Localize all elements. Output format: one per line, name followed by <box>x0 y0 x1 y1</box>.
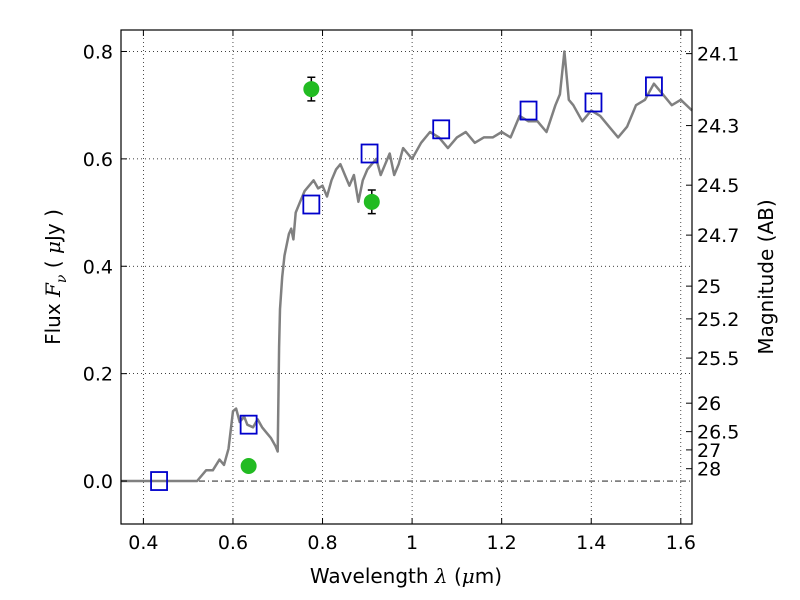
magnitude-tick-label: 25.2 <box>697 309 739 331</box>
x-tick-label: 1.2 <box>487 532 517 554</box>
spectrum-line <box>121 50 693 483</box>
model-photometry-point <box>150 471 168 491</box>
x-axis-label: Wavelength λ (μm) <box>310 564 502 588</box>
magnitude-tick-label: 24.7 <box>697 225 739 247</box>
magnitude-tick-label: 24.1 <box>697 44 739 66</box>
grid-lines <box>121 30 692 524</box>
model-photometry-point <box>360 143 379 164</box>
observed-photometry-point <box>363 193 380 210</box>
magnitude-tick-label: 25.5 <box>697 348 739 370</box>
x-tick-label: 0.8 <box>307 532 337 554</box>
magnitude-tick-label: 24.5 <box>697 175 739 197</box>
observed-photometry-point <box>240 458 257 475</box>
model-photometry-point <box>432 119 451 140</box>
y-axis-label: Flux Fν ( μJy ) <box>41 209 70 345</box>
x-tick-label: 1.4 <box>576 532 606 554</box>
y2-axis-label: Magnitude (AB) <box>754 199 778 354</box>
model-photometry-point <box>645 76 663 97</box>
observed-photometry-point <box>303 81 320 98</box>
x-tick-label: 0.4 <box>128 532 158 554</box>
x-tick-label: 0.6 <box>218 532 248 554</box>
x-tick-label: 1 <box>406 532 418 554</box>
y-tick-label: 0.6 <box>83 149 113 171</box>
model-photometry-point <box>302 194 321 215</box>
magnitude-tick-label: 24.3 <box>697 116 739 138</box>
magnitude-tick-label: 26.5 <box>697 422 739 444</box>
x-tick-label: 1.6 <box>666 532 696 554</box>
magnitude-tick-label: 25 <box>697 276 721 298</box>
plot-frame <box>120 29 693 525</box>
y-tick-label: 0.4 <box>83 256 113 278</box>
plot-series <box>121 50 693 491</box>
y-tick-label: 0.0 <box>83 471 113 493</box>
y-tick-label: 0.8 <box>83 41 113 63</box>
model-photometry-point <box>239 414 258 435</box>
y-tick-label: 0.2 <box>83 364 113 386</box>
model-photometry-point <box>519 100 538 121</box>
magnitude-tick-label: 26 <box>697 393 721 415</box>
magnitude-tick-label: 27 <box>697 440 721 462</box>
magnitude-tick-label: 28 <box>697 459 721 481</box>
axes: 0.4 0.6 0.8 1 1.2 1.4 1.6 0.0 0.2 0.4 0.6 0.8 24.1 24… <box>83 30 739 554</box>
model-photometry-point <box>584 92 603 113</box>
